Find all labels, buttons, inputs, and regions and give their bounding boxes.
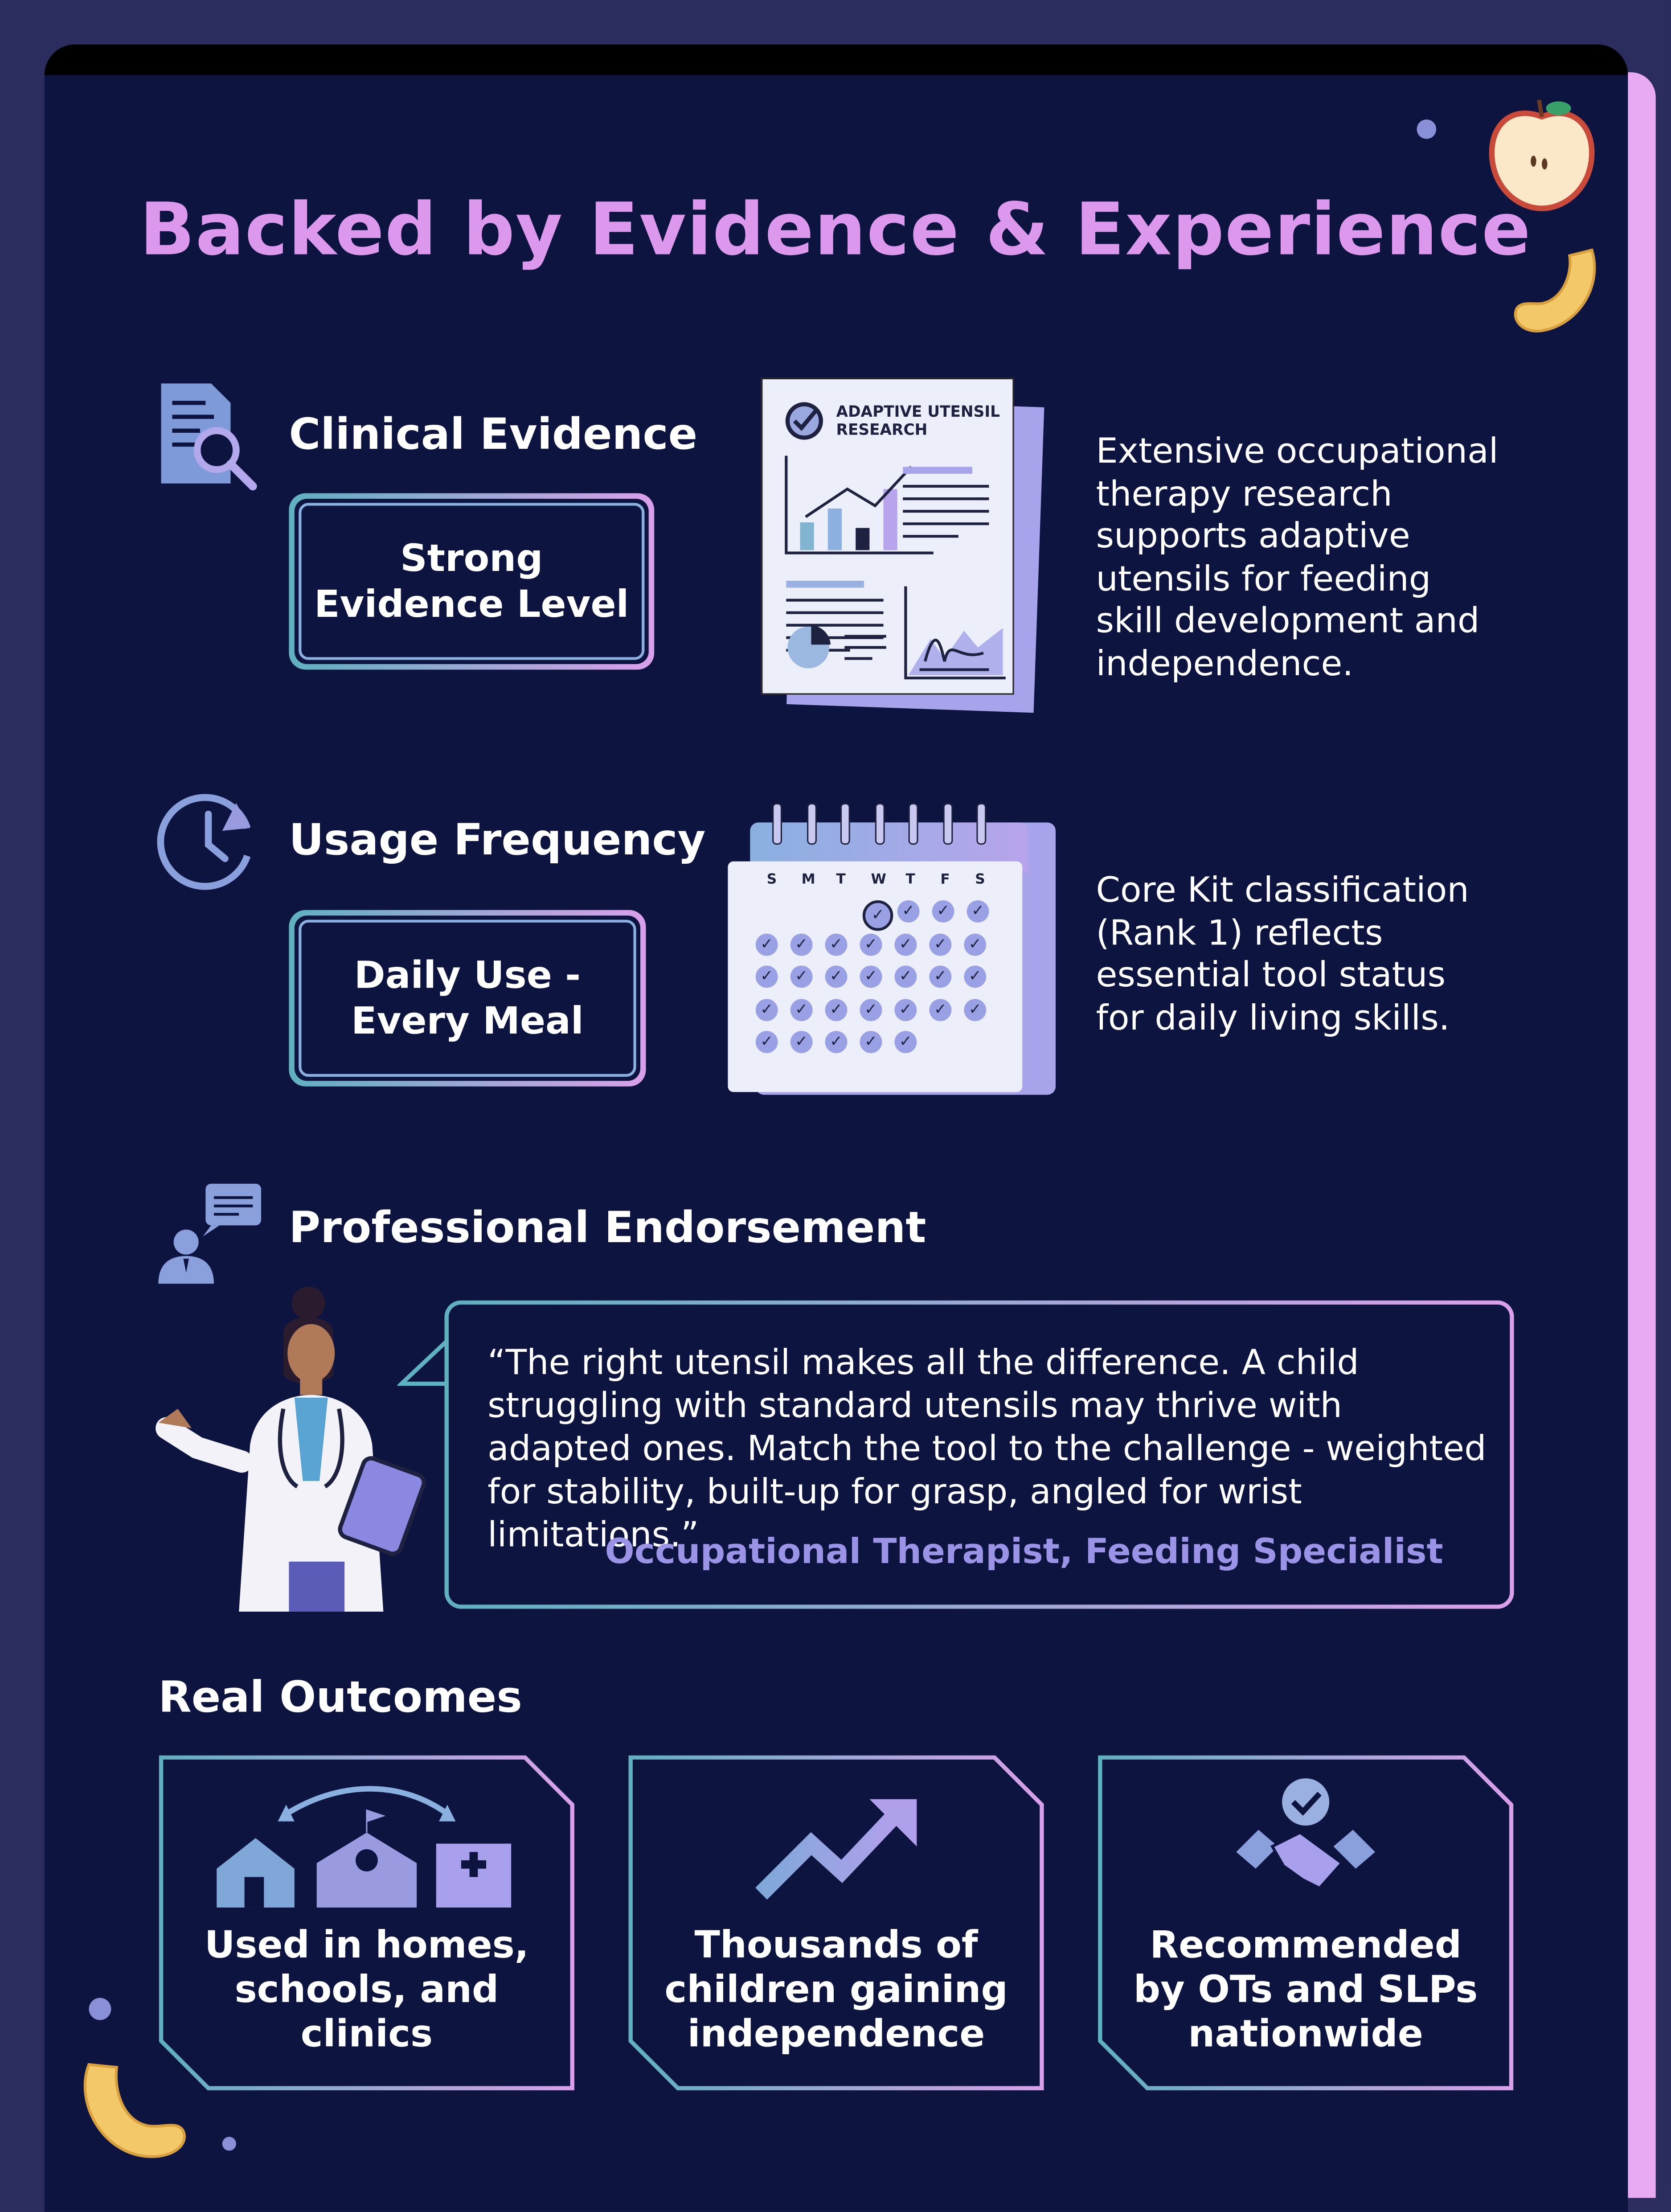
checked-day-icon: ✓	[932, 900, 954, 923]
weekday-label: M	[801, 872, 815, 888]
document-title: ADAPTIVE UTENSIL RESEARCH	[836, 402, 1000, 439]
weekday-label: T	[836, 872, 846, 888]
outcome-text: Thousands of children gaining independen…	[664, 1924, 1008, 2056]
calendar-ring	[976, 803, 987, 845]
checked-day-icon: ✓	[755, 1030, 778, 1053]
weekday-label: W	[871, 872, 886, 888]
weekday-label: T	[905, 872, 915, 888]
calendar-ring	[772, 803, 782, 845]
usage-frequency-heading: Usage Frequency	[289, 815, 706, 866]
calendar-ring	[806, 803, 816, 845]
checked-day-icon: ✓	[860, 1030, 882, 1053]
side-edge	[1628, 72, 1656, 2198]
top-bar	[44, 44, 1628, 75]
testimonial-attribution: Occupational Therapist, Feeding Speciali…	[605, 1531, 1443, 1572]
therapist-illustration	[156, 1286, 426, 1612]
professional-chat-icon	[158, 1183, 262, 1284]
macaroni-icon	[83, 2063, 186, 2158]
home-school-clinic-icon	[217, 1786, 512, 1908]
checked-day-icon: ✓	[825, 1030, 848, 1053]
clock-icon	[157, 794, 251, 890]
pie-chart-icon	[787, 625, 989, 671]
checked-day-icon: ✓	[860, 998, 882, 1021]
research-document-illustration: ADAPTIVE UTENSIL RESEARCH	[761, 378, 1044, 714]
checked-day-icon: ✓	[929, 933, 952, 956]
calendar-ring	[840, 803, 850, 845]
dot-decoration	[1417, 119, 1437, 139]
dot-decoration	[222, 2137, 236, 2151]
checked-day-icon: ✓	[790, 1030, 813, 1053]
checked-day-icon: ✓	[825, 965, 848, 988]
evidence-level-badge: Strong Evidence Level	[289, 493, 655, 670]
checked-day-icon: ✓	[897, 900, 920, 923]
endorsement-heading: Professional Endorsement	[289, 1203, 926, 1253]
checked-day-icon: ✓	[894, 933, 917, 956]
checked-day-icon: ✓	[790, 998, 813, 1021]
dot-decoration	[89, 1998, 111, 2020]
checked-day-icon: ✓	[860, 965, 882, 988]
calendar-ring	[874, 803, 885, 845]
check-circle-icon	[785, 402, 823, 440]
usage-badge: Daily Use - Every Meal	[289, 910, 646, 1087]
checked-day-icon: ✓	[790, 965, 813, 988]
speech-pointer	[397, 1338, 451, 1386]
checked-day-icon: ✓	[894, 1030, 917, 1053]
testimonial-quote: “The right utensil makes all the differe…	[487, 1342, 1487, 1555]
calendar-illustration: S M T W T F S ✓ ✓ ✓ ✓ ✓ ✓ ✓ ✓ ✓ ✓ ✓ ✓ ✓ ✓ ✓ ✓ ✓ ✓ ✓ ✓ ✓ ✓ ✓ ✓ ✓ ✓ ✓ ✓ ✓ ✓	[728, 806, 1056, 1098]
outcomes-heading: Real Outcomes	[158, 1673, 522, 1723]
clinical-evidence-heading: Clinical Evidence	[289, 410, 698, 460]
checked-day-icon: ✓	[825, 998, 848, 1021]
outcome-text: Used in homes, schools, and clinics	[205, 1924, 529, 2056]
calendar-ring	[908, 803, 918, 845]
outcome-card: Recommended by OTs and SLPs nationwide	[1098, 1755, 1514, 2091]
checked-day-icon: ✓	[964, 933, 987, 956]
testimonial-quote-box: “The right utensil makes all the differe…	[445, 1301, 1514, 1609]
outcome-card: Used in homes, schools, and clinics	[158, 1755, 575, 2091]
handshake-check-icon	[1236, 1778, 1376, 1890]
checked-day-icon: ✓	[862, 900, 893, 931]
apple-icon	[1489, 99, 1595, 211]
usage-description: Core Kit classification (Rank 1) reflect…	[1096, 870, 1469, 1037]
checked-day-icon: ✓	[929, 965, 952, 988]
document-magnifier-icon	[161, 383, 257, 491]
checked-day-icon: ✓	[929, 998, 952, 1021]
outcome-card: Thousands of children gaining independen…	[628, 1755, 1044, 2091]
checked-day-icon: ✓	[755, 933, 778, 956]
macaroni-icon	[1514, 248, 1596, 332]
trend-up-arrow-icon	[755, 1799, 917, 1900]
checked-day-icon: ✓	[755, 998, 778, 1021]
checked-day-icon: ✓	[967, 900, 989, 923]
checked-day-icon: ✓	[790, 933, 813, 956]
checked-day-icon: ✓	[964, 998, 987, 1021]
page-title: Backed by Evidence & Experience	[139, 189, 1532, 272]
weekday-label: S	[975, 872, 985, 888]
checked-day-icon: ✓	[860, 933, 882, 956]
weekday-label: F	[940, 872, 950, 888]
clinical-description: Extensive occupational therapy research …	[1096, 431, 1499, 683]
weekday-label: S	[766, 872, 777, 888]
checked-day-icon: ✓	[894, 965, 917, 988]
calendar-ring	[942, 803, 952, 845]
outcome-text: Recommended by OTs and SLPs nationwide	[1133, 1924, 1478, 2056]
checked-day-icon: ✓	[964, 965, 987, 988]
checked-day-icon: ✓	[894, 998, 917, 1021]
checked-day-icon: ✓	[825, 933, 848, 956]
checked-day-icon: ✓	[755, 965, 778, 988]
